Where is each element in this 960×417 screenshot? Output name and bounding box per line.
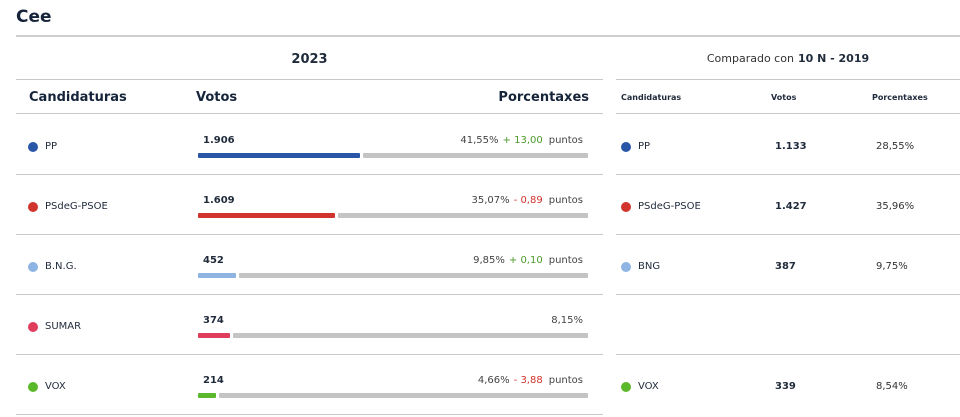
- party-color-dot: [621, 142, 631, 152]
- comparison-header: Comparado con 10 N - 2019: [616, 52, 960, 65]
- percentage-value: 41,55%: [460, 135, 499, 146]
- points-label: puntos: [548, 135, 583, 146]
- page-title: Cee: [16, 7, 52, 27]
- vote-share-remainder: [219, 393, 588, 398]
- percentage-value: 8,15%: [551, 315, 583, 326]
- percentage-value: 9,85%: [473, 255, 505, 266]
- row-divider: [616, 234, 960, 235]
- current-year: 2023: [291, 52, 328, 67]
- vote-count: 452: [203, 255, 224, 266]
- party-name: VOX: [638, 381, 659, 392]
- row-divider: [16, 294, 603, 295]
- vote-share-bar: [198, 213, 588, 218]
- vote-count: 1.609: [203, 195, 235, 206]
- vote-count: 339: [775, 381, 796, 392]
- row-divider: [16, 414, 603, 415]
- vote-count: 1.133: [775, 141, 807, 152]
- party-name: BNG: [638, 261, 661, 272]
- vote-share-fill: [198, 333, 230, 338]
- vote-share-bar: [198, 273, 588, 278]
- comparison-election: 10 N - 2019: [797, 52, 870, 65]
- vote-share-fill: [198, 213, 335, 218]
- percentage-value: 35,96%: [876, 201, 915, 212]
- percentage-line: 41,55% + 13,00 puntos: [460, 135, 583, 146]
- percentage-value: 4,66%: [477, 375, 510, 386]
- vote-share-fill: [198, 153, 360, 158]
- change-value: - 3,88: [513, 375, 543, 386]
- header-divider: [16, 113, 603, 114]
- vote-share-remainder: [338, 213, 588, 218]
- party-color-dot: [621, 202, 631, 212]
- percentage-value: 35,07%: [471, 195, 510, 206]
- percentage-value: 28,55%: [876, 141, 915, 152]
- party-color-dot: [28, 382, 38, 392]
- comparison-divider: [616, 79, 960, 80]
- party-name: PP: [45, 141, 58, 152]
- party-name: PP: [638, 141, 651, 152]
- party-name: PSdeG-PSOE: [638, 201, 701, 212]
- percentage-line: 8,15%: [551, 315, 583, 326]
- row-divider: [16, 234, 603, 235]
- change-value: - 0,89: [513, 195, 543, 206]
- percentage-line: 4,66% - 3,88 puntos: [478, 375, 583, 386]
- party-name: VOX: [45, 381, 66, 392]
- row-divider: [16, 354, 603, 355]
- vote-share-fill: [198, 273, 236, 278]
- vote-share-remainder: [239, 273, 588, 278]
- points-label: puntos: [548, 195, 583, 206]
- vote-share-fill: [198, 393, 216, 398]
- party-color-dot: [28, 202, 38, 212]
- vote-count: 1.427: [775, 201, 807, 212]
- percentage-line: 9,85% + 0,10 puntos: [473, 255, 583, 266]
- cmp-header-party: Candidaturas: [621, 93, 682, 102]
- party-name: PSdeG-PSOE: [45, 201, 108, 212]
- party-color-dot: [621, 382, 631, 392]
- vote-share-remainder: [233, 333, 588, 338]
- points-label: puntos: [548, 375, 583, 386]
- percentage-value: 8,54%: [876, 381, 908, 392]
- header-pct: Porcentaxes: [498, 90, 589, 105]
- party-color-dot: [621, 262, 631, 272]
- vote-count: 1.906: [203, 135, 235, 146]
- change-value: + 13,00: [502, 135, 543, 146]
- cmp-header-votes: Votos: [771, 93, 797, 102]
- party-color-dot: [28, 142, 38, 152]
- vote-share-bar: [198, 153, 588, 158]
- cmp-header-divider: [616, 113, 960, 114]
- party-name: B.N.G.: [45, 261, 77, 272]
- header-party: Candidaturas: [29, 90, 127, 105]
- vote-share-bar: [198, 333, 588, 338]
- vote-count: 214: [203, 375, 224, 386]
- row-divider: [616, 174, 960, 175]
- change-value: + 0,10: [508, 255, 543, 266]
- vote-share-remainder: [363, 153, 588, 158]
- party-name: SUMAR: [45, 321, 82, 332]
- party-color-dot: [28, 322, 38, 332]
- header-votes: Votos: [196, 90, 238, 105]
- row-divider: [616, 294, 960, 295]
- percentage-line: 35,07% - 0,89 puntos: [472, 195, 583, 206]
- cmp-header-pct: Porcentaxes: [872, 93, 928, 102]
- points-label: puntos: [548, 255, 583, 266]
- comparison-label: Comparado con: [706, 52, 794, 65]
- row-divider: [16, 174, 603, 175]
- percentage-value: 9,75%: [876, 261, 908, 272]
- vote-count: 374: [203, 315, 224, 326]
- party-color-dot: [28, 262, 38, 272]
- current-year-divider: [16, 79, 603, 80]
- vote-count: 387: [775, 261, 796, 272]
- title-divider: [16, 35, 960, 37]
- vote-share-bar: [198, 393, 588, 398]
- row-divider: [616, 354, 960, 355]
